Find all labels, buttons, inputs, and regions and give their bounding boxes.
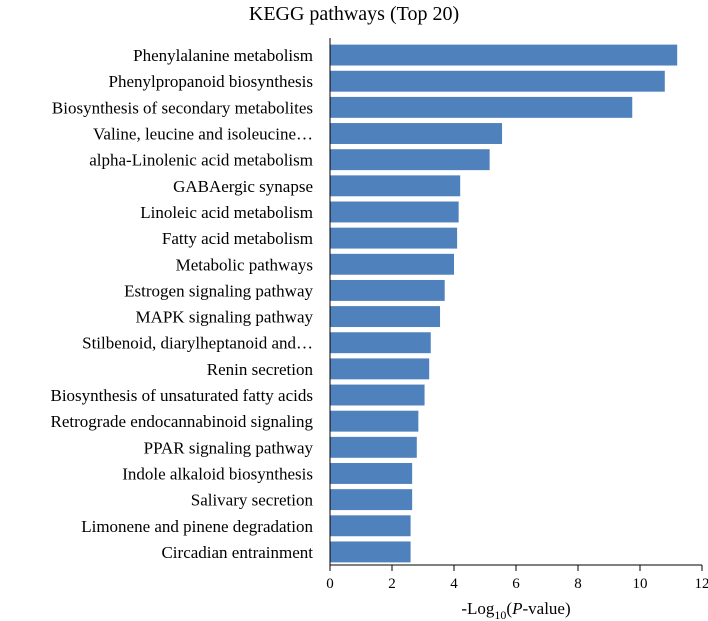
bar-11 — [330, 306, 441, 328]
category-label-20: Circadian entrainment — [161, 543, 313, 562]
x-axis-title-open: ( — [506, 599, 512, 618]
category-label-8: Fatty acid metabolism — [162, 229, 313, 248]
bar-18 — [330, 489, 413, 511]
bar-6 — [330, 175, 461, 197]
category-label-3: Biosynthesis of secondary metabolites — [52, 98, 313, 117]
category-label-17: Indole alkaloid biosynthesis — [122, 464, 313, 483]
category-labels: Phenylalanine metabolism Phenylpropanoid … — [50, 46, 313, 562]
x-tick-label-4: 4 — [450, 576, 458, 592]
bar-15 — [330, 410, 419, 432]
category-label-19: Limonene and pinene degradation — [81, 517, 313, 536]
x-axis-title-subscript: 10 — [494, 608, 506, 621]
chart-title: KEGG pathways (Top 20) — [249, 3, 459, 25]
bar-16 — [330, 436, 417, 458]
category-label-4: Valine, leucine and isoleucine… — [93, 125, 313, 144]
category-label-13: Renin secretion — [207, 360, 314, 379]
x-ticks-group: 0 2 4 6 8 10 12 — [326, 565, 708, 592]
x-axis-title-italic: P — [511, 599, 522, 618]
category-label-1: Phenylalanine metabolism — [133, 46, 313, 65]
x-tick-label-0: 0 — [326, 576, 334, 592]
x-axis-title: -Log10(P-value) — [461, 599, 570, 621]
category-label-5: alpha-Linolenic acid metabolism — [89, 151, 313, 170]
category-label-18: Salivary secretion — [191, 491, 314, 510]
bar-9 — [330, 253, 454, 275]
bar-5 — [330, 149, 490, 171]
category-label-9: Metabolic pathways — [176, 255, 313, 274]
bar-14 — [330, 384, 425, 406]
bar-1 — [330, 44, 678, 66]
x-tick-label-12: 12 — [695, 576, 708, 592]
bar-13 — [330, 358, 430, 380]
bar-8 — [330, 227, 458, 249]
bar-4 — [330, 123, 503, 144]
bar-7 — [330, 201, 459, 223]
bars-group — [330, 44, 678, 563]
category-label-11: MAPK signaling pathway — [135, 308, 313, 327]
bar-2 — [330, 70, 665, 92]
x-tick-label-10: 10 — [633, 576, 648, 592]
bar-17 — [330, 463, 413, 484]
x-axis-title-rest: -value) — [522, 599, 570, 618]
x-tick-label-8: 8 — [574, 576, 582, 592]
category-label-16: PPAR signaling pathway — [144, 438, 314, 457]
bar-19 — [330, 515, 411, 537]
category-label-15: Retrograde endocannabinoid signaling — [51, 412, 314, 431]
category-label-7: Linoleic acid metabolism — [140, 203, 313, 222]
category-label-2: Phenylpropanoid biosynthesis — [109, 72, 313, 91]
bar-12 — [330, 332, 431, 354]
category-label-6: GABAergic synapse — [173, 177, 313, 196]
bar-10 — [330, 279, 445, 301]
x-tick-label-2: 2 — [388, 576, 396, 592]
category-label-12: Stilbenoid, diarylheptanoid and… — [82, 334, 313, 353]
bar-20 — [330, 541, 411, 563]
x-axis-title-prefix: -Log — [461, 599, 495, 618]
category-label-14: Biosynthesis of unsaturated fatty acids — [50, 386, 313, 405]
x-tick-label-6: 6 — [512, 576, 520, 592]
category-label-10: Estrogen signaling pathway — [124, 281, 313, 300]
bar-3 — [330, 96, 633, 118]
